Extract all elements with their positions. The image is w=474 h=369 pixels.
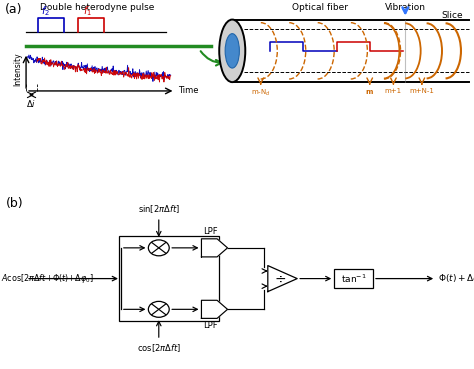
Text: LPF: LPF [203,227,218,236]
Text: $A\cos\!\left[2\pi\Delta ft\!+\!\Phi(t)\!+\!\Delta\varphi_0\right]$: $A\cos\!\left[2\pi\Delta ft\!+\!\Phi(t)\… [1,272,94,285]
Circle shape [148,301,169,317]
Text: $\cos[2\pi\Delta ft]$: $\cos[2\pi\Delta ft]$ [137,342,181,354]
Polygon shape [268,266,297,292]
Text: $\mathbf{m}$: $\mathbf{m}$ [365,88,374,96]
Bar [118,236,219,321]
Text: LPF: LPF [203,321,218,330]
Text: Double heterodyne pulse: Double heterodyne pulse [40,3,155,12]
Ellipse shape [225,34,239,68]
Circle shape [148,240,169,256]
Text: $f_1$: $f_1$ [83,5,92,18]
Text: $\sin[2\pi\Delta ft]$: $\sin[2\pi\Delta ft]$ [138,203,180,215]
Text: $\Phi(t)+\Delta\varphi_0$: $\Phi(t)+\Delta\varphi_0$ [438,272,474,285]
Text: Slice: Slice [442,11,464,20]
Text: $f_2$: $f_2$ [41,5,49,18]
Text: m-N$_d$: m-N$_d$ [251,88,271,98]
Text: Optical fiber: Optical fiber [292,3,348,12]
Polygon shape [201,239,228,257]
Text: m+N-1: m+N-1 [410,88,434,94]
Text: m+1: m+1 [385,88,402,94]
Bar [334,269,373,288]
Text: $\Delta i$: $\Delta i$ [26,98,36,109]
Ellipse shape [219,20,246,82]
Text: (a): (a) [5,3,22,16]
Text: (b): (b) [6,197,23,210]
Text: $\mathrm{tan}^{-1}$: $\mathrm{tan}^{-1}$ [341,272,366,285]
Text: $\div$: $\div$ [274,272,286,286]
Text: Time: Time [178,86,198,96]
Text: Intensity: Intensity [14,53,22,86]
Polygon shape [201,300,228,318]
Text: Vibration: Vibration [385,3,426,12]
